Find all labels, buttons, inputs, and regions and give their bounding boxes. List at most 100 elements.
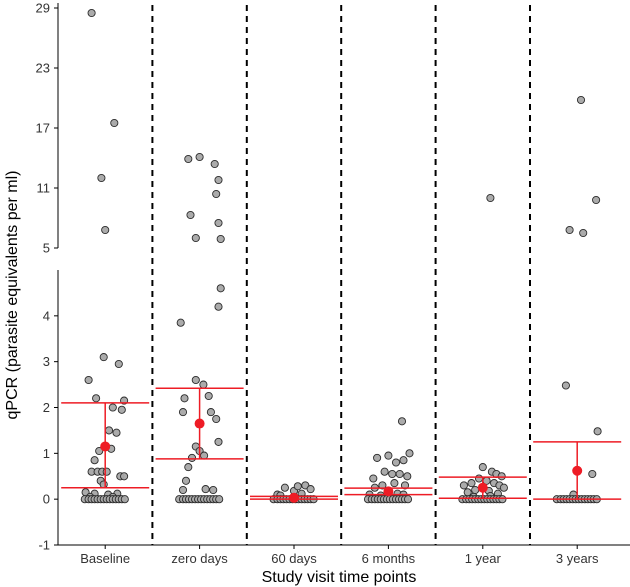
data-point: [120, 472, 129, 481]
y-tick-label-lower: 2: [43, 400, 50, 415]
y-tick-label-lower: 0: [43, 492, 50, 507]
data-point: [293, 482, 302, 491]
data-point: [388, 469, 397, 479]
data-point: [380, 467, 389, 476]
data-point: [373, 453, 382, 462]
data-point: [117, 405, 126, 414]
data-point: [405, 449, 414, 458]
y-tick-label-upper: 17: [36, 121, 50, 136]
mean-marker: [572, 465, 583, 476]
x-tick-label: 6 months: [362, 551, 416, 566]
data-point: [214, 218, 223, 228]
data-point: [180, 394, 189, 403]
mean-marker: [383, 486, 394, 497]
data-point: [181, 476, 191, 485]
data-point: [108, 403, 117, 412]
data-point: [215, 495, 224, 504]
data-point: [576, 95, 586, 105]
y-tick-label-lower: -1: [38, 538, 50, 553]
y-axis-title: qPCR (parasite equivalents per ml): [4, 171, 21, 420]
mean-marker: [477, 482, 488, 493]
x-tick-label: 1 year: [465, 551, 502, 566]
data-point: [216, 234, 225, 244]
summary-markers: [61, 387, 622, 503]
data-point: [178, 408, 188, 417]
data-point: [378, 481, 387, 490]
data-point: [210, 159, 219, 169]
data-point: [90, 456, 99, 465]
data-point: [214, 437, 223, 446]
data-point: [478, 463, 487, 472]
y-tick-label-upper: 11: [37, 181, 51, 196]
data-point: [95, 446, 104, 456]
data-point: [400, 481, 410, 490]
data-point: [191, 375, 200, 385]
data-point: [369, 474, 378, 483]
data-point: [384, 451, 393, 460]
data-point: [467, 479, 476, 488]
y-tick-label-lower: 1: [43, 446, 50, 461]
x-axis-title: Study visit time points: [262, 569, 417, 586]
data-points: [80, 8, 602, 504]
data-point: [178, 485, 188, 495]
data-point: [101, 225, 110, 235]
data-point: [204, 391, 213, 401]
data-point: [87, 8, 96, 18]
data-point: [214, 175, 223, 185]
data-point: [474, 474, 484, 483]
data-point: [209, 485, 218, 495]
axis-labels: Study visit time points qPCR (parasite e…: [4, 1, 599, 587]
data-point: [201, 485, 210, 494]
category-dividers: [151, 5, 531, 545]
data-point: [187, 453, 197, 462]
data-point: [399, 456, 408, 465]
data-point: [486, 193, 495, 203]
data-point: [403, 495, 413, 504]
mean-marker: [100, 441, 111, 452]
data-point: [191, 233, 200, 243]
data-point: [114, 359, 123, 369]
data-point: [459, 481, 468, 490]
data-point: [206, 408, 215, 417]
data-point: [216, 284, 225, 293]
data-point: [212, 189, 221, 199]
data-point: [280, 483, 289, 492]
data-point: [212, 414, 221, 424]
data-point: [497, 472, 506, 481]
data-point: [592, 195, 601, 205]
data-point: [214, 302, 223, 311]
data-point: [565, 225, 574, 235]
y-tick-label-upper: 23: [36, 61, 50, 76]
data-point: [395, 469, 404, 479]
data-point: [92, 394, 101, 403]
data-point: [97, 173, 106, 183]
x-tick-label: 3 years: [556, 551, 599, 566]
data-point: [306, 485, 315, 494]
data-point: [593, 427, 602, 436]
data-point: [498, 495, 507, 504]
data-point: [397, 417, 407, 426]
data-point: [561, 381, 570, 390]
data-point: [588, 469, 597, 479]
x-tick-label: 60 days: [271, 551, 317, 566]
data-point: [463, 488, 472, 497]
x-tick-label: zero days: [171, 551, 228, 566]
data-point: [579, 228, 588, 238]
y-tick-label-lower: 3: [43, 354, 50, 369]
data-point: [499, 483, 508, 492]
y-tick-label-lower: 4: [43, 308, 50, 323]
data-point: [176, 318, 185, 327]
data-point: [471, 485, 480, 495]
data-point: [403, 472, 412, 481]
data-point: [99, 353, 108, 362]
data-point: [104, 426, 114, 435]
data-point: [102, 467, 111, 476]
data-point: [390, 479, 399, 488]
mean-marker: [289, 492, 299, 503]
data-point: [84, 375, 93, 385]
data-point: [199, 380, 208, 389]
x-tick-label: Baseline: [80, 551, 130, 566]
data-point: [120, 495, 129, 504]
mean-marker: [194, 418, 205, 429]
